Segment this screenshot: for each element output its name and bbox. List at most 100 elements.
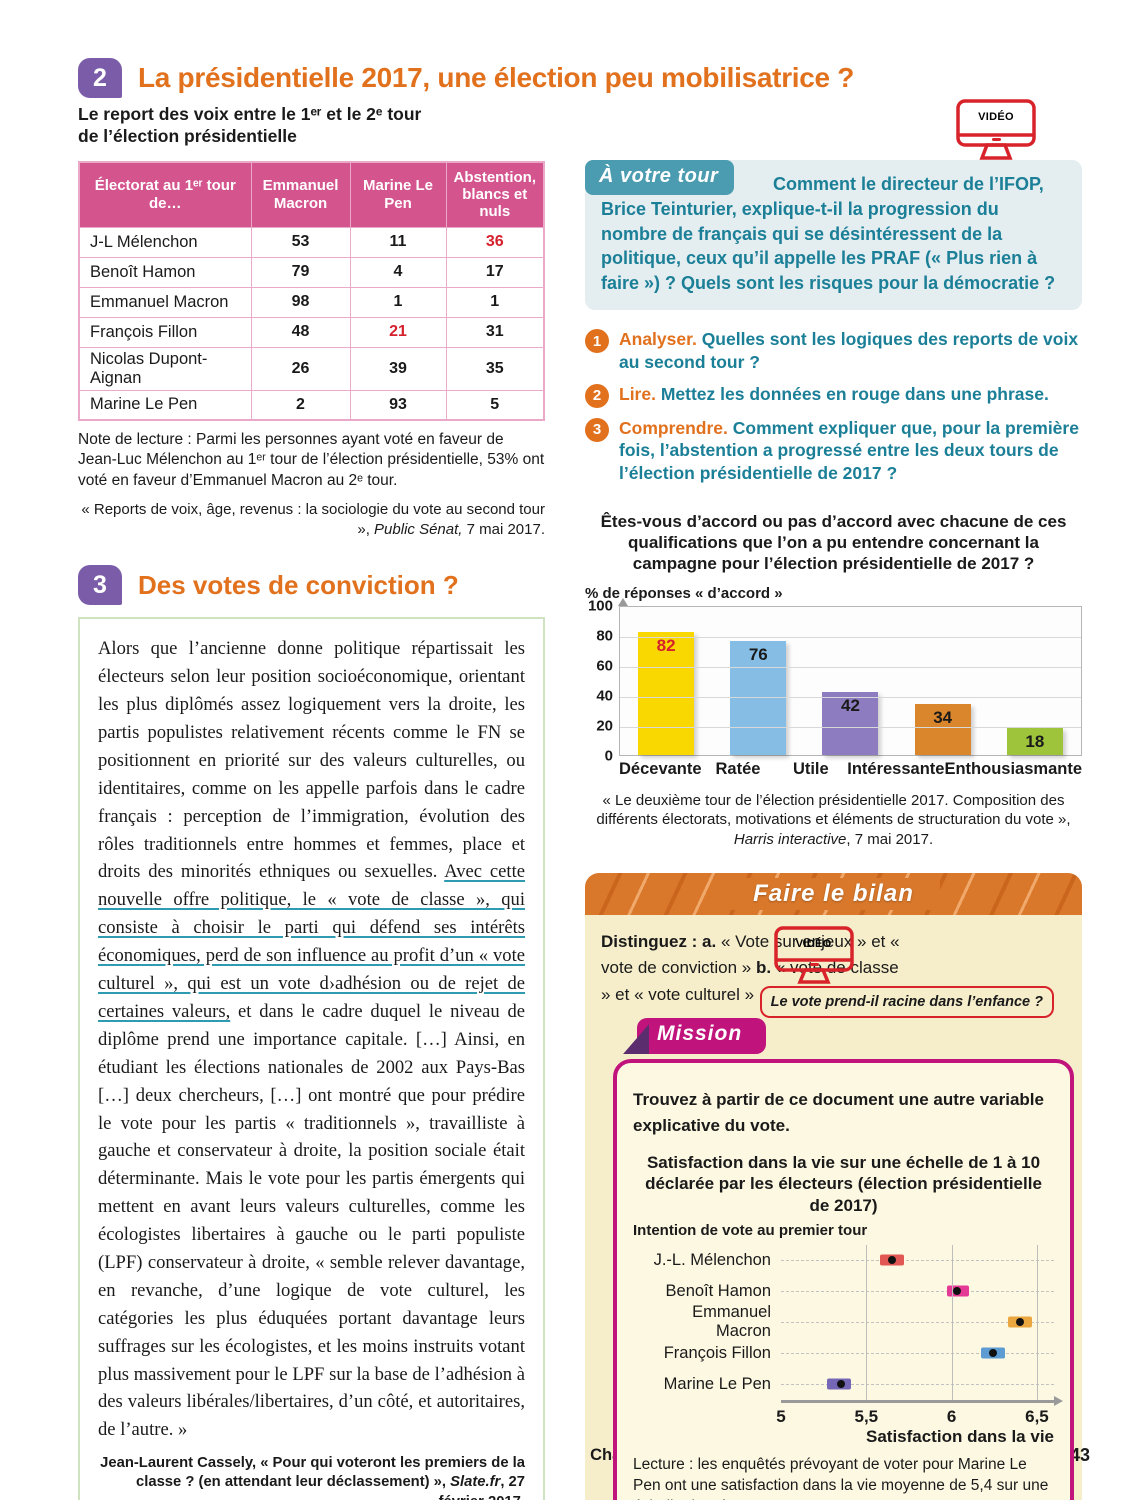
bar-chart-block: Êtes-vous d’accord ou pas d’accord avec … (585, 511, 1082, 849)
bar-category-label: Enthousiasmante (944, 759, 1082, 778)
table-caption: Le report des voix entre le 1ᵉʳ et le 2ᵉ… (78, 104, 422, 146)
bar-chart-plot: 82 76 42 34 18 (618, 597, 1082, 756)
table-row: Marine Le Pen 2 93 5 (78, 389, 545, 421)
bar-category-label: Ratée (715, 759, 761, 778)
doc2-header: 2 La présidentielle 2017, une élection p… (78, 58, 1038, 98)
dot-chart-row: François Fillon (633, 1338, 1054, 1369)
a-votre-tour-text: Comment le directeur de l’IFOP, Brice Te… (601, 174, 1056, 294)
yaxis-tick-label: 20 (596, 717, 613, 735)
bar-chart-categories: Décevante Ratée Utile Intéressante Enthousia… (619, 760, 1082, 779)
bar-chart-source: « Le deuxième tour de l’élection préside… (596, 791, 1071, 848)
faire-le-bilan-section: Faire le bilan Distinguez : a. « Vote su… (585, 873, 1082, 1500)
bar-value-label: 18 (1025, 731, 1045, 751)
dot-chart-ticks: 5 5,5 6 6,5 (776, 1403, 1054, 1427)
xaxis-tick-label: 5,5 (854, 1406, 879, 1426)
col-header-electorat: Électorat au 1ᵉʳ tour de… (78, 161, 252, 228)
doc3-header: 3 Des votes de conviction ? (78, 565, 545, 606)
gridline (951, 1244, 953, 1400)
left-column: Le report des voix entre le 1ᵉʳ et le 2ᵉ… (78, 104, 545, 1500)
dot-chart-subtitle: Intention de vote au premier tour (633, 1221, 868, 1239)
vote-transfer-table: Électorat au 1ᵉʳ tour de… Emmanuel Macro… (78, 160, 545, 421)
video-monitor-icon (956, 99, 1036, 160)
question-item: 1 Analyser. Quelles sont les logiques de… (585, 328, 1082, 374)
bar-enthousiasmante: 18 (1006, 727, 1063, 755)
gridline (1036, 1244, 1038, 1400)
bar-utile: 42 (822, 691, 879, 755)
bar-décevante: 82 (638, 631, 695, 755)
video-caption: Le vote prend-il racine dans l’enfance ? (759, 986, 1054, 1019)
bar-value-label: 76 (748, 644, 768, 664)
doc2-title: La présidentielle 2017, une élection peu… (138, 62, 855, 93)
bar-intéressante: 34 (914, 703, 971, 755)
video-monitor-icon (773, 926, 854, 984)
gridline (620, 696, 1081, 698)
dot-chart-row: Benoît Hamon (633, 1276, 1054, 1307)
gridline (620, 726, 1081, 728)
mean-dot (836, 1380, 845, 1389)
bar-value-label: 82 (656, 635, 676, 655)
doc2-questions: 1 Analyser. Quelles sont les logiques de… (585, 328, 1082, 485)
table-row: J-L Mélenchon 53 11 36 (78, 226, 545, 258)
doc3-title: Des votes de conviction ? (138, 569, 459, 600)
yaxis-tick-label: 0 (604, 747, 613, 765)
gridline (620, 636, 1081, 638)
doc3-text: Alors que l’ancienne donne politique rép… (98, 638, 525, 1441)
mean-dot (988, 1349, 997, 1358)
bar-value-label: 42 (841, 695, 860, 715)
yaxis-tick-label: 40 (596, 687, 613, 705)
yaxis-tick-label: 80 (596, 627, 613, 645)
video-button[interactable]: VIDÉO (954, 98, 1038, 169)
faire-le-bilan-body: Distinguez : a. « Vote sur enjeux » et «… (585, 915, 1082, 1500)
table-row: Nicolas Dupont-Aignan 26 39 35 (78, 346, 545, 391)
dot-chart-row: Marine Le Pen (633, 1369, 1054, 1400)
bar-ratée: 76 (730, 640, 787, 755)
right-column: VIDÉO À votre tour Comment le directeur … (585, 99, 1082, 1500)
candidate-label: J.-L. Mélenchon (653, 1250, 771, 1269)
mean-dot (1015, 1318, 1024, 1327)
bar-category-label: Utile (792, 759, 829, 778)
col-header-lepen: Marine Le Pen (349, 161, 447, 228)
bar-chart-title: Êtes-vous d’accord ou pas d’accord avec … (600, 511, 1067, 574)
bar-value-label: 34 (933, 707, 953, 727)
mission-label: Mission (623, 1018, 767, 1055)
xaxis-tick-label: 6 (946, 1406, 957, 1426)
gridline (866, 1244, 868, 1400)
distinguez-text: Distinguez : a. « Vote sur enjeux » et «… (601, 932, 900, 1004)
candidate-label: François Fillon (663, 1343, 771, 1362)
mean-dot (887, 1256, 896, 1265)
dot-chart-xlabel: Satisfaction dans la vie (865, 1426, 1054, 1446)
question-item: 3 Comprendre. Comment expliquer que, pou… (585, 417, 1082, 485)
bar-chart-yaxis: 0 20 40 60 80 100 (585, 597, 619, 764)
gridline (620, 666, 1081, 668)
dot-chart: J.-L. Mélenchon Benoît Hamon Emmanuel Macr… (633, 1244, 1063, 1447)
table-source: « Reports de voix, âge, revenus : la soc… (81, 501, 545, 538)
dot-chart-row: J.-L. Mélenchon (633, 1245, 1054, 1276)
video-label: VIDÉO (795, 938, 832, 951)
mission-box: Trouvez à partir de ce document une autr… (613, 1059, 1074, 1500)
video-button[interactable]: VIDÉO Le vote prend-il racine dans l’enf… (759, 925, 1054, 1019)
reading-note: Note de lecture : Parmi les personnes ay… (78, 431, 545, 489)
dot-chart-xaxis (781, 1395, 1063, 1406)
mean-dot (952, 1287, 961, 1296)
question-item: 2 Lire. Mettez les données en rouge dans… (585, 383, 1082, 408)
xaxis-arrow-icon (1054, 1395, 1063, 1406)
col-header-macron: Emmanuel Macron (250, 161, 351, 228)
candidate-label: Benoît Hamon (665, 1281, 771, 1300)
video-label: VIDÉO (978, 111, 1014, 123)
candidate-label: Emmanuel Macron (692, 1303, 771, 1341)
table-header-row: Électorat au 1ᵉʳ tour de… Emmanuel Macro… (78, 161, 545, 228)
xaxis-tick-label: 5 (776, 1406, 786, 1426)
table-row: François Fillon 48 21 31 (78, 316, 545, 348)
a-votre-tour-label: À votre tour (585, 160, 735, 195)
dot-chart-title: Satisfaction dans la vie sur une échelle… (645, 1153, 1042, 1215)
dot-chart-row: Emmanuel Macron (633, 1303, 1054, 1340)
a-votre-tour-box: À votre tour Comment le directeur de l’I… (585, 160, 1082, 311)
bar-category-label: Intéressante (847, 759, 945, 778)
yaxis-arrow-icon (618, 597, 628, 606)
faire-le-bilan-header: Faire le bilan (585, 873, 1082, 916)
dot-chart-reading-note: Lecture : les enquêtés prévoyant de vote… (633, 1455, 1049, 1500)
doc2-number-badge: 2 (78, 58, 122, 98)
col-header-abstention: Abstention, blancs et nuls (445, 161, 545, 228)
yaxis-tick-label: 100 (587, 597, 613, 615)
